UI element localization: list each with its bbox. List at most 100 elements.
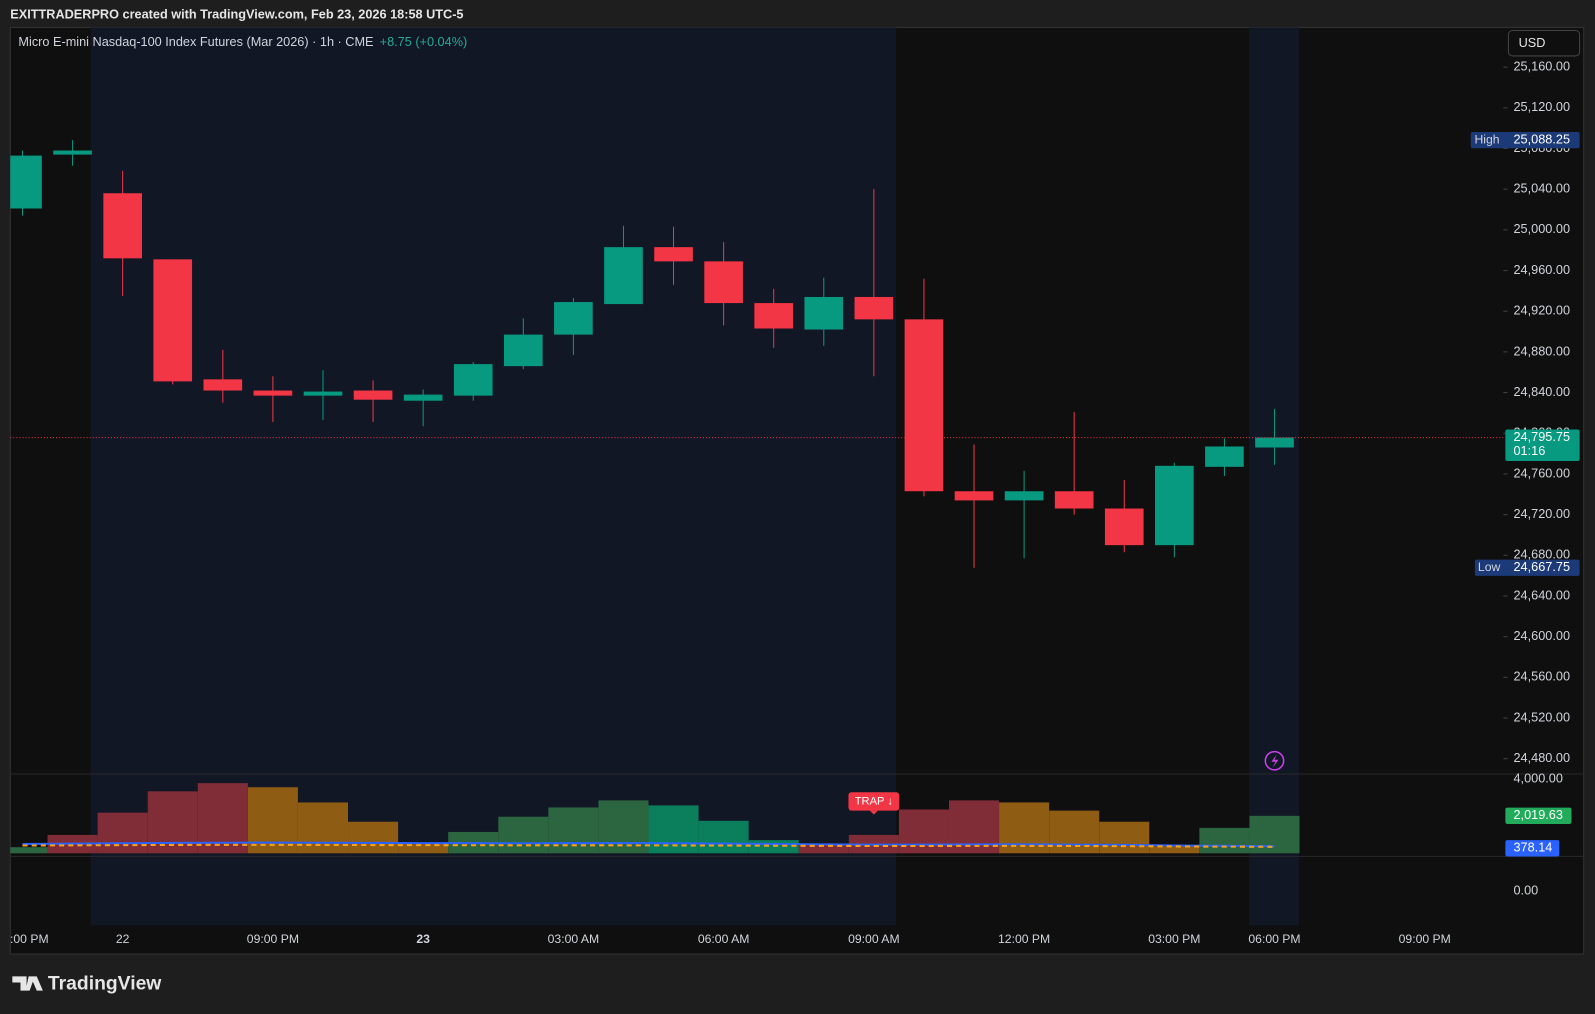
y-tick-label: 24,880.00 — [1514, 343, 1571, 358]
volume-bar — [598, 800, 649, 854]
candle-body — [854, 296, 894, 320]
candle-body — [1004, 491, 1044, 501]
volume-bar — [1099, 821, 1150, 854]
volume-bar — [197, 783, 248, 854]
attribution: EXITTRADERPRO created with TradingView.c… — [10, 7, 463, 22]
x-tick-label: 22 — [116, 932, 130, 946]
currency[interactable]: USD — [1519, 35, 1546, 50]
x-tick-label: 23 — [416, 932, 430, 946]
y-tick-label: 24,520.00 — [1514, 709, 1571, 724]
volume-bar — [348, 821, 399, 854]
time-axis: 03:00 PM 22 09:00 PM 23 03:00 AM 06:00 AM 09:0… — [0, 932, 1451, 946]
value-label-box — [1505, 840, 1560, 857]
candle-body — [654, 247, 693, 262]
candle-body — [754, 303, 794, 329]
candle-body — [453, 364, 493, 396]
candle-body — [904, 319, 944, 492]
volume-bar — [1199, 827, 1250, 854]
y-tick-label: 24,480.00 — [1514, 750, 1571, 765]
candle-body — [954, 491, 994, 501]
candle-body — [1205, 446, 1244, 467]
volume-bar — [1149, 846, 1200, 854]
y-tick-label: 24,840.00 — [1514, 384, 1571, 399]
logo-mark — [12, 976, 43, 991]
y-tick-label: 25,000.00 — [1514, 221, 1571, 236]
alert-icon[interactable] — [1264, 750, 1285, 771]
x-tick-label: 03:00 PM — [0, 932, 49, 946]
candle-body — [153, 259, 193, 382]
x-tick-label: 12:00 PM — [998, 932, 1050, 946]
candle-body — [10, 155, 42, 209]
value-label: 378.14 — [1514, 840, 1553, 855]
change: +8.75 (+0.04%) — [380, 34, 468, 49]
marker-value: 24,667.75 — [1514, 559, 1571, 574]
x-tick-label: 09:00 AM — [848, 932, 900, 946]
y-tick-label: 25,040.00 — [1514, 181, 1571, 196]
y-tick-label: 4,000.00 — [1514, 770, 1563, 785]
y-tick-label: 25,120.00 — [1514, 99, 1571, 114]
symbol-legend: Micro E-mini Nasdaq-100 Index Futures (M… — [18, 34, 373, 49]
marker-tag: High — [1475, 132, 1500, 146]
last-price-label: 24,795.75 — [1514, 429, 1571, 444]
y-tick-label: 24,720.00 — [1514, 506, 1571, 521]
volume-bar — [498, 816, 549, 854]
marker-value: 25,088.25 — [1514, 131, 1571, 146]
session-background — [1249, 27, 1299, 926]
candle-body — [53, 150, 92, 155]
x-tick-label: 09:00 PM — [1399, 932, 1451, 946]
annotation: TRAP ↓ — [855, 795, 893, 807]
annotation-pointer — [869, 810, 878, 815]
alert-bolt — [1271, 754, 1279, 768]
candle-body — [353, 390, 393, 400]
currency-button[interactable] — [1507, 30, 1581, 57]
volume-bar — [1249, 815, 1300, 854]
candle-body — [804, 296, 844, 330]
marker-tag-box — [1470, 131, 1580, 149]
candle-body — [103, 193, 142, 259]
marker-tag-box — [1474, 559, 1580, 576]
indicator-line — [22, 841, 1275, 848]
y-tick-label: 24,960.00 — [1514, 262, 1571, 277]
session-background — [90, 27, 897, 926]
y-tick-label: 24,640.00 — [1514, 587, 1571, 602]
x-tick-label: 03:00 AM — [548, 932, 600, 946]
annotation-box — [848, 792, 900, 811]
candle-body — [604, 247, 643, 305]
value-label-box — [1505, 807, 1572, 824]
volume-bar — [1049, 810, 1100, 854]
x-tick-label: 06:00 PM — [1248, 932, 1300, 946]
volume-bar — [798, 844, 849, 854]
plot-area — [10, 140, 1504, 854]
price-axis: 25,160.0025,120.0025,080.0025,040.0025,0… — [1503, 58, 1570, 897]
volume-bar — [398, 843, 449, 854]
candle-body — [203, 379, 243, 391]
indicator-line — [22, 843, 1275, 848]
volume-bar — [698, 820, 749, 854]
candle-body — [704, 261, 743, 304]
candle-body — [1104, 508, 1144, 546]
value-label: 2,019.63 — [1514, 807, 1563, 822]
volume-bar — [748, 840, 799, 854]
candle-body — [1155, 465, 1194, 546]
x-tick-label: 03:00 PM — [1148, 932, 1200, 946]
countdown: 01:16 — [1514, 443, 1546, 458]
logo: TradingView — [12, 974, 162, 995]
candle-body — [403, 394, 443, 401]
y-tick-label: 24,560.00 — [1514, 669, 1571, 684]
y-tick-label: 25,160.00 — [1514, 58, 1571, 73]
candle-body — [1255, 437, 1294, 448]
candle-body — [303, 391, 343, 396]
volume-bar — [97, 812, 148, 854]
volume-bar — [10, 847, 48, 854]
volume-bar — [297, 802, 349, 854]
y-tick-label: 24,760.00 — [1514, 465, 1571, 480]
y-tick-label: 24,600.00 — [1514, 628, 1571, 643]
candle-body — [554, 302, 593, 335]
x-tick-label: 06:00 AM — [698, 932, 750, 946]
volume-bar — [548, 807, 599, 854]
brand: TradingView — [48, 974, 162, 995]
last-price-box — [1505, 429, 1580, 461]
